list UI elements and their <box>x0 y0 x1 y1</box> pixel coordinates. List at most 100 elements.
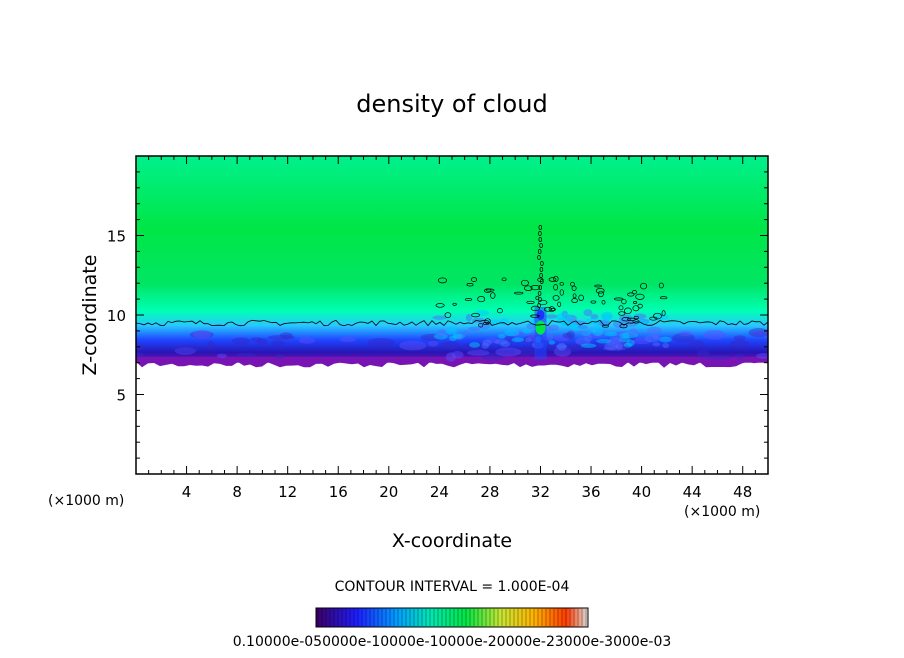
wave-contour <box>570 281 575 287</box>
wave-blob <box>548 340 556 345</box>
texture-blob <box>440 341 460 350</box>
wave-blob <box>437 329 448 337</box>
wave-blob <box>474 309 490 316</box>
y-axis: 5 10 15 <box>107 171 768 459</box>
wave-contour <box>548 306 555 313</box>
plume-contour <box>537 291 542 296</box>
wave-blob <box>555 344 568 349</box>
wave-contour <box>590 300 597 304</box>
wave-contour <box>484 318 491 325</box>
wave-contour <box>435 303 445 308</box>
wave-blob <box>652 342 661 347</box>
contour-interval-label: CONTOUR INTERVAL = 1.000E-04 <box>335 579 570 595</box>
texture-blob <box>193 330 212 339</box>
wave-contour <box>526 300 535 304</box>
plume-contour <box>537 303 541 308</box>
wave-contour <box>514 291 524 295</box>
plume-contour <box>540 261 544 266</box>
wave-contour <box>466 283 474 287</box>
texture-blob <box>173 345 199 354</box>
wave-contour <box>501 277 507 282</box>
wave-contour <box>594 284 602 288</box>
x-tick-label: 36 <box>581 483 600 501</box>
plume-contour <box>538 285 542 290</box>
texture-blob <box>280 332 293 339</box>
wave-contour <box>520 279 529 287</box>
texture-blob <box>427 340 439 347</box>
plume-contour <box>537 255 541 260</box>
y-axis-label: Z-coordinate <box>79 255 101 376</box>
wave-contour <box>571 298 578 304</box>
wave-blob <box>471 317 486 323</box>
texture-blob <box>136 344 145 351</box>
wave-contour <box>633 315 639 320</box>
cloud-density-field <box>136 156 768 368</box>
wave-blob <box>494 339 509 345</box>
texture-blob <box>748 328 768 338</box>
x-tick-label: 44 <box>683 483 702 501</box>
wave-contour <box>485 288 495 292</box>
texture-blob <box>189 330 214 339</box>
wave-contour <box>578 294 584 301</box>
texture-blob <box>339 336 356 343</box>
wave-contour <box>530 314 540 318</box>
y-tick-label: 10 <box>107 307 126 325</box>
wave-contour <box>478 322 484 328</box>
wave-contour <box>559 289 564 296</box>
x-unit-right: (×1000 m) <box>684 504 760 520</box>
texture-blob <box>733 335 746 341</box>
texture-blob <box>689 339 705 348</box>
contour-lines <box>136 225 768 329</box>
wave-contour <box>627 292 635 297</box>
wave-contour <box>659 296 668 300</box>
texture-blob <box>274 354 284 359</box>
wave-contour <box>559 281 565 286</box>
wave-contour <box>530 285 541 291</box>
x-unit-left: (×1000 m) <box>48 493 124 509</box>
plume-contour <box>540 279 544 284</box>
wave-contour <box>437 277 448 284</box>
texture-blob <box>751 330 768 337</box>
wave-blob <box>468 326 481 332</box>
wave-contour <box>490 292 496 299</box>
wave-contour <box>595 288 605 294</box>
wave-blob <box>644 334 661 343</box>
plume-contour <box>539 273 543 278</box>
wave-blob <box>590 314 599 320</box>
wave-blob <box>504 329 520 337</box>
wave-contour <box>553 284 558 291</box>
wave-contour <box>557 301 562 307</box>
wave-contour <box>624 307 632 315</box>
x-tick-label: 8 <box>232 483 242 501</box>
plume-contour <box>537 249 542 254</box>
wave-blob <box>633 313 647 320</box>
wave-contour <box>552 295 560 301</box>
x-tick-label: 32 <box>531 483 550 501</box>
plume-contour <box>539 243 543 248</box>
wave-contour <box>524 285 533 291</box>
wave-blob <box>469 342 480 348</box>
texture-blob <box>697 348 710 359</box>
texture-blob <box>481 352 505 361</box>
wave-contour <box>640 282 648 290</box>
x-tick-label: 40 <box>632 483 651 501</box>
wave-contour <box>618 311 626 316</box>
wave-blob <box>578 330 589 335</box>
wave-contour <box>613 297 624 301</box>
texture-blob <box>566 330 576 340</box>
x-tick-label: 4 <box>182 483 192 501</box>
wave-blob <box>659 336 672 343</box>
wave-blob <box>449 335 457 341</box>
texture-blob <box>467 349 490 356</box>
wave-blob <box>584 334 593 342</box>
texture-blob <box>495 347 522 357</box>
wave-blob <box>613 320 626 328</box>
plume-core <box>535 320 546 335</box>
wave-blob <box>604 342 619 351</box>
wave-contour <box>496 308 503 314</box>
wave-blob <box>590 328 597 333</box>
wave-contour <box>602 324 609 328</box>
wave-contour <box>548 277 557 282</box>
